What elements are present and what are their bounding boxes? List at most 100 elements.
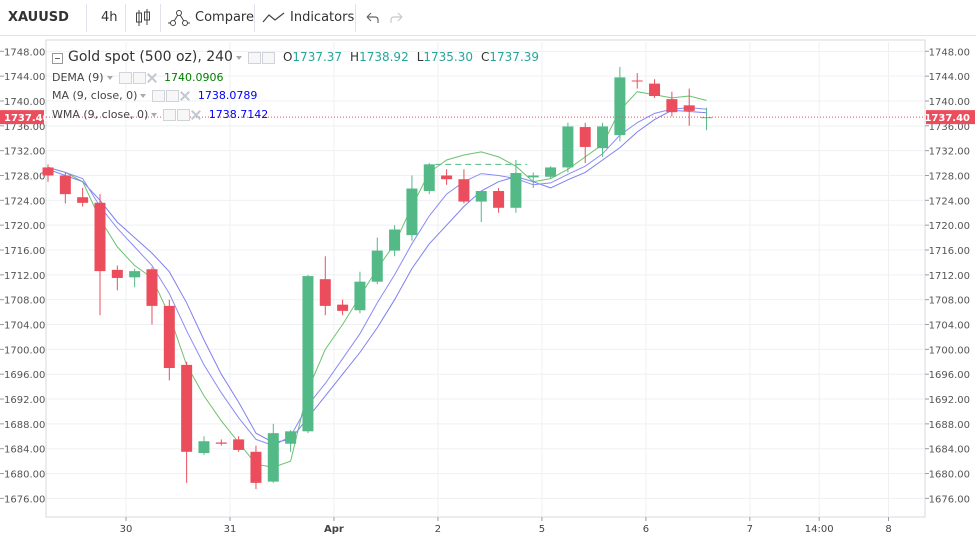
- candle-body: [423, 164, 435, 192]
- gear-icon[interactable]: [261, 52, 275, 64]
- study-legend-dema[interactable]: DEMA (9) 1740.0906: [52, 71, 224, 85]
- candle: [562, 122, 574, 173]
- price-chart[interactable]: 1748.00 1748.00 1744.00 1744.00 1740.00 1740.…: [0, 36, 976, 536]
- close-icon[interactable]: [180, 91, 190, 101]
- last-price-label: 1737.40: [924, 113, 970, 124]
- eye-icon[interactable]: [163, 109, 177, 121]
- candle: [631, 73, 643, 89]
- symbol-label[interactable]: XAUUSD: [8, 10, 69, 25]
- candle-body: [198, 441, 210, 454]
- candle: [683, 88, 695, 126]
- close-icon[interactable]: [191, 110, 201, 120]
- x-tick-label: 6: [643, 524, 649, 535]
- chevron-down-icon[interactable]: [140, 94, 147, 98]
- y-tick-label: 1696.00: [4, 370, 45, 381]
- study-value: 1740.0906: [164, 71, 224, 84]
- candle: [406, 175, 418, 241]
- eye-icon[interactable]: [118, 72, 132, 84]
- y-tick-label: 1748.00: [929, 47, 970, 58]
- candle-body: [77, 197, 89, 203]
- compare-icon[interactable]: [168, 8, 190, 32]
- candle-body: [406, 188, 418, 236]
- y-tick-label: 1740.00: [4, 97, 45, 108]
- candle-body: [233, 439, 245, 450]
- study-legend-ma[interactable]: MA (9, close, 0) 1738.0789: [52, 89, 257, 103]
- candle: [129, 268, 141, 288]
- candle-body: [614, 77, 626, 136]
- y-tick-label: 1716.00: [929, 246, 970, 257]
- candle-body: [250, 451, 262, 483]
- y-tick-label: 1720.00: [929, 221, 970, 232]
- candle-body: [146, 269, 158, 306]
- candle-body: [181, 364, 193, 452]
- eye-icon[interactable]: [152, 90, 166, 102]
- gear-icon[interactable]: [132, 72, 146, 84]
- candle: [233, 436, 245, 452]
- candle-body: [94, 202, 106, 272]
- candle: [59, 172, 71, 204]
- y-tick-label: 1736.00: [4, 122, 45, 133]
- chevron-down-icon[interactable]: [151, 113, 158, 117]
- candle: [215, 439, 227, 446]
- y-tick-label: 1708.00: [929, 296, 970, 307]
- y-tick-label: 1728.00: [4, 171, 45, 182]
- candle: [42, 164, 54, 182]
- candle-body: [683, 105, 695, 111]
- study-legend-wma[interactable]: WMA (9, close, 0) 1738.7142: [52, 108, 268, 122]
- candle-body: [354, 281, 366, 311]
- x-tick-label: Apr: [324, 524, 344, 535]
- y-tick-label: 1676.00: [929, 494, 970, 505]
- y-tick-label: 1724.00: [929, 196, 970, 207]
- candle-body: [319, 279, 331, 306]
- toolbar-separator: [160, 4, 161, 32]
- candle: [371, 237, 383, 285]
- candle: [111, 265, 123, 291]
- candle-body: [441, 175, 453, 180]
- last-price-badge: [0, 110, 44, 125]
- legend-title: Gold spot (500 oz), 240: [68, 49, 233, 65]
- y-tick-label: 1744.00: [4, 72, 45, 83]
- legend-main: Gold spot (500 oz), 240 O1737.37 H1738.92 L…: [52, 50, 539, 65]
- indicators-button[interactable]: Indicators: [290, 10, 355, 25]
- close-value: 1737.39: [489, 50, 540, 64]
- close-icon[interactable]: [147, 73, 157, 83]
- candle-body: [649, 83, 661, 97]
- candle: [666, 91, 678, 117]
- y-tick-label: 1688.00: [4, 420, 45, 431]
- undo-icon[interactable]: [364, 8, 380, 32]
- candle-body: [579, 127, 591, 147]
- candles-icon[interactable]: [134, 8, 152, 32]
- time-axis: 30 31 Apr 2 5 6 7 14:00 8: [120, 517, 892, 535]
- x-tick-label: 14:00: [805, 524, 834, 535]
- high-label: H: [350, 50, 360, 64]
- open-label: O: [282, 50, 293, 64]
- y-tick-label: 1692.00: [929, 395, 970, 406]
- candle: [163, 299, 175, 381]
- candle-body: [111, 269, 123, 278]
- price-axis: 1748.00 1748.00 1744.00 1744.00 1740.00 1740.…: [0, 40, 970, 517]
- candle-body: [527, 175, 539, 178]
- compare-button[interactable]: Compare: [195, 10, 254, 25]
- redo-icon[interactable]: [389, 8, 405, 32]
- chevron-down-icon[interactable]: [106, 76, 113, 80]
- interval-button[interactable]: 4h: [101, 10, 118, 25]
- candle: [423, 163, 435, 195]
- y-tick-label: 1712.00: [4, 271, 45, 282]
- gear-icon[interactable]: [166, 90, 180, 102]
- candle: [597, 122, 609, 157]
- eye-icon[interactable]: [247, 52, 261, 64]
- candle: [510, 159, 522, 213]
- chevron-down-icon[interactable]: [235, 56, 242, 60]
- candle-body: [42, 167, 54, 176]
- candle: [475, 191, 487, 223]
- close-label: C: [481, 50, 490, 64]
- candle: [649, 79, 661, 98]
- candle-body: [631, 80, 643, 82]
- collapse-icon[interactable]: [52, 52, 63, 64]
- y-tick-label: 1684.00: [4, 445, 45, 456]
- y-tick-label: 1680.00: [929, 470, 970, 481]
- candle: [302, 274, 314, 434]
- candle: [337, 299, 349, 316]
- gear-icon[interactable]: [177, 109, 191, 121]
- indicators-icon[interactable]: [262, 8, 286, 32]
